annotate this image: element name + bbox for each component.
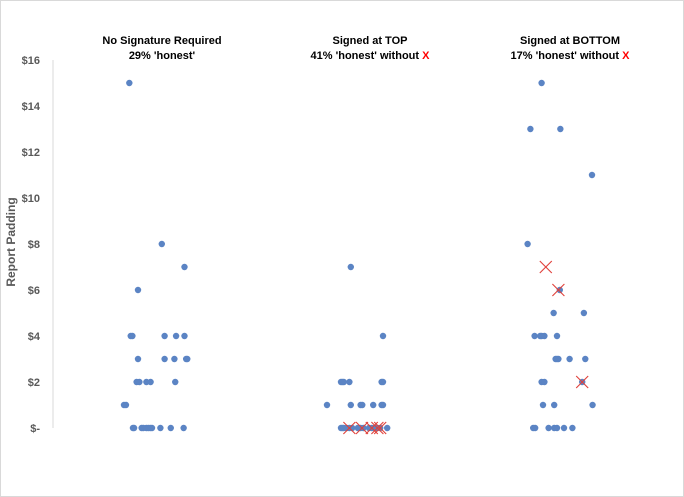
data-point xyxy=(531,424,539,432)
y-tick-label: $4 xyxy=(28,331,41,343)
data-point xyxy=(181,332,188,340)
panel-title-no-signature: No Signature Required 29% 'honest' xyxy=(62,34,262,64)
y-tick-label: $2 xyxy=(28,377,40,389)
data-point xyxy=(130,424,138,432)
x-marker xyxy=(371,421,384,435)
x-marker xyxy=(539,260,553,274)
data-point xyxy=(538,79,545,87)
data-point xyxy=(557,125,564,133)
panel-title-text: Signed at BOTTOM xyxy=(519,35,621,47)
x-marker xyxy=(373,421,387,435)
data-point xyxy=(580,309,588,317)
data-point xyxy=(180,424,187,432)
panel-title-text: Signed at TOP xyxy=(332,35,408,47)
data-point xyxy=(551,401,558,409)
data-point xyxy=(122,401,130,409)
data-point xyxy=(539,401,547,409)
data-point xyxy=(136,378,143,386)
y-tick-label: $6 xyxy=(28,285,40,297)
data-point xyxy=(384,424,391,432)
data-point xyxy=(556,286,563,294)
data-point xyxy=(347,401,354,409)
data-point xyxy=(158,240,165,248)
data-point xyxy=(134,355,142,363)
y-tick-label: $14 xyxy=(22,101,41,113)
panel-title-signed-top: Signed at TOP 41% 'honest' without X xyxy=(270,34,470,64)
data-point xyxy=(531,332,538,340)
panel-subtitle-text: 41% 'honest' without xyxy=(310,50,420,62)
data-point xyxy=(524,240,531,248)
data-point xyxy=(379,332,387,340)
panel-subtitle: 41% 'honest' without X xyxy=(270,49,470,64)
panel-subtitle-text: 17% 'honest' without xyxy=(510,50,620,62)
x-marker xyxy=(343,421,356,435)
data-point xyxy=(181,263,188,271)
panel-title-signed-bottom: Signed at BOTTOM 17% 'honest' without X xyxy=(470,34,670,64)
y-tick-label: $- xyxy=(30,423,40,435)
data-point xyxy=(340,378,347,386)
data-point xyxy=(161,355,168,363)
data-point xyxy=(379,401,387,409)
data-point xyxy=(147,378,154,386)
x-marker xyxy=(552,283,565,297)
data-point xyxy=(569,424,576,432)
data-point xyxy=(589,401,596,409)
data-point xyxy=(553,332,561,340)
y-tick-label: $12 xyxy=(22,147,40,159)
data-point xyxy=(545,424,552,432)
data-point xyxy=(161,332,168,340)
y-tick-label: $10 xyxy=(22,193,40,205)
data-point xyxy=(582,355,589,363)
data-point xyxy=(560,424,568,432)
data-point xyxy=(370,401,377,409)
data-point xyxy=(148,424,156,432)
data-point xyxy=(157,424,164,432)
y-tick-label: $8 xyxy=(28,239,40,251)
data-point xyxy=(588,171,596,179)
data-point xyxy=(379,378,387,386)
panel-subtitle: 29% 'honest' xyxy=(62,49,262,64)
data-point xyxy=(360,424,367,432)
data-point xyxy=(172,332,180,340)
panel-title-text: No Signature Required xyxy=(102,35,222,47)
data-point xyxy=(126,79,133,87)
data-point xyxy=(171,355,178,363)
data-point xyxy=(346,378,353,386)
data-point xyxy=(323,401,331,409)
data-point xyxy=(541,332,548,340)
data-point xyxy=(550,309,557,317)
data-point xyxy=(555,355,562,363)
x-marker xyxy=(355,421,369,435)
data-point xyxy=(541,378,548,386)
panel-subtitle: 17% 'honest' without X xyxy=(470,49,670,64)
data-point xyxy=(359,401,366,409)
data-point xyxy=(184,355,191,363)
data-point xyxy=(347,263,354,271)
x-mark-legend: X xyxy=(622,50,630,62)
data-point xyxy=(134,286,142,294)
data-point xyxy=(167,424,174,432)
data-point xyxy=(129,332,136,340)
data-point xyxy=(527,125,534,133)
data-point xyxy=(566,355,573,363)
data-point xyxy=(172,378,179,386)
data-point xyxy=(553,424,561,432)
y-tick-label: $16 xyxy=(22,55,40,67)
x-mark-legend: X xyxy=(422,50,430,62)
panel-subtitle-text: 29% 'honest' xyxy=(128,50,196,62)
x-marker xyxy=(575,375,589,389)
